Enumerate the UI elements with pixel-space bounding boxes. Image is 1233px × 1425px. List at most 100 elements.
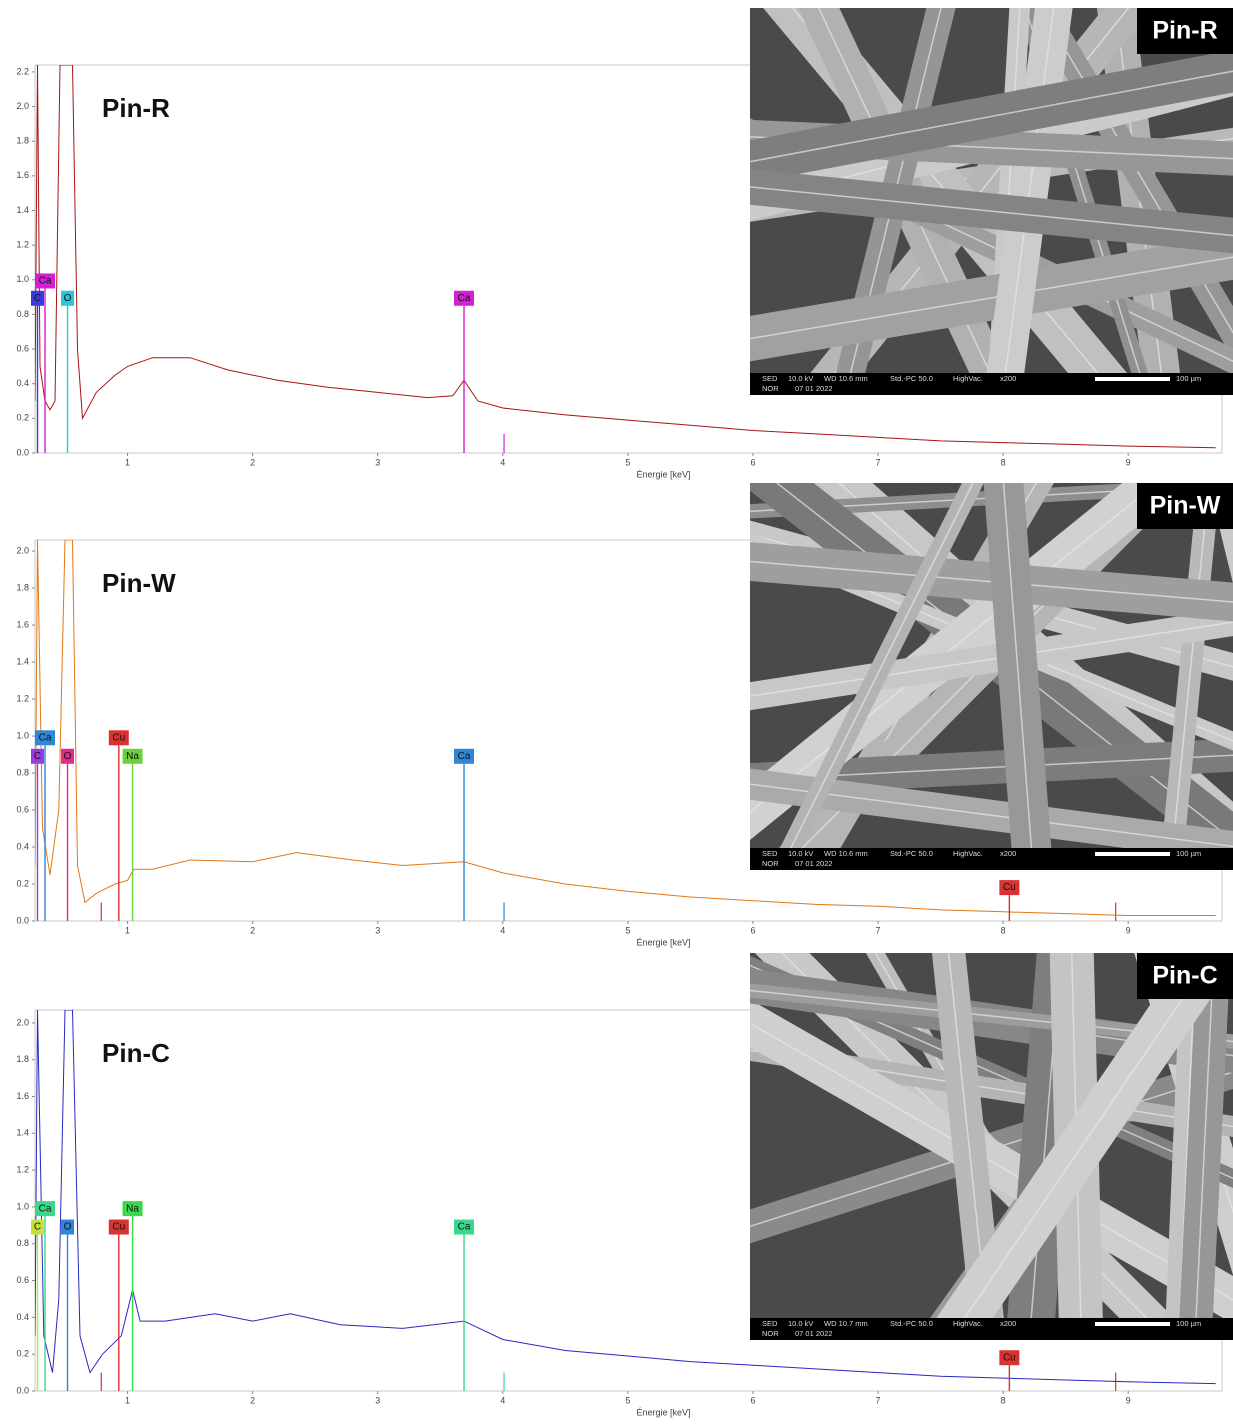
element-label-box <box>31 748 45 764</box>
element-label: O <box>64 751 72 762</box>
spectrum-line <box>35 1010 1216 1385</box>
sem-image: SED 10.0 kV WD 10.7 mm Std.-PC 50.0 HighVac.… <box>750 953 1233 1340</box>
x-tick-label: 9 <box>1126 925 1131 935</box>
sem-info: 10.0 kV <box>788 374 813 383</box>
x-tick-label: 9 <box>1126 1395 1131 1405</box>
y-tick-label: 0.0 <box>16 915 29 925</box>
element-label-box <box>35 730 56 746</box>
element-label: Ca <box>458 751 471 762</box>
sem-info: x200 <box>1000 1319 1016 1328</box>
y-tick-label: 2.0 <box>16 545 29 555</box>
element-label-box <box>35 273 56 289</box>
x-tick-label: 8 <box>1001 1395 1006 1405</box>
y-tick-label: 0.8 <box>16 309 29 319</box>
sem-info: x200 <box>1000 374 1016 383</box>
y-tick-label: 0.2 <box>16 1349 29 1359</box>
sem-info: Std.-PC 50.0 <box>890 849 933 858</box>
x-tick-label: 1 <box>125 457 130 467</box>
sem-info: SED <box>762 849 778 858</box>
x-axis-label: Énergie [keV] <box>636 937 690 947</box>
panel-title: Pin-C <box>102 1038 170 1068</box>
y-tick-label: 1.6 <box>16 619 29 629</box>
plot-content <box>35 540 1216 921</box>
fiber-edge <box>1195 953 1215 1318</box>
element-label: Cu <box>112 1222 125 1233</box>
element-label: Na <box>126 751 139 762</box>
sem-info: 10.0 kV <box>788 1319 813 1328</box>
y-tick-label: 0.6 <box>16 1275 29 1285</box>
fiber-edge <box>1004 8 1055 373</box>
image-label: Pin-C <box>1152 962 1217 990</box>
element-label: Cu <box>112 732 125 743</box>
scale-label: 100 µm <box>1176 1319 1201 1328</box>
y-tick-label: 2.0 <box>16 1017 29 1027</box>
sem-image: SED 10.0 kV WD 10.6 mm Std.-PC 50.0 HighVac.… <box>750 483 1233 870</box>
element-label: C <box>34 293 41 304</box>
sem-info: 10.0 kV <box>788 849 813 858</box>
x-axis-label: Énergie [keV] <box>636 1407 690 1417</box>
element-label: Ca <box>39 1203 52 1214</box>
element-label-box <box>122 1201 143 1217</box>
sem-info: SED <box>762 1319 778 1328</box>
fiber-edge <box>790 483 974 848</box>
sem-image: SED 10.0 kV WD 10.6 mm Std.-PC 50.0 HighVac.… <box>750 8 1233 395</box>
element-label-box <box>31 290 45 306</box>
y-tick-label: 0.4 <box>16 841 29 851</box>
fiber-edge <box>1002 483 1033 848</box>
y-tick-label: 1.8 <box>16 1054 29 1064</box>
panel: 0.0 0.2 0.4 0.6 0.8 1.0 1.2 1.4 1.6 1.8 2.0 1 2 3 4 5 6 7… <box>16 539 1223 947</box>
y-tick-label: 1.4 <box>16 1128 29 1138</box>
sem-info: x200 <box>1000 849 1016 858</box>
x-tick-label: 9 <box>1126 457 1131 467</box>
fiber-edge <box>750 621 1233 697</box>
y-tick-label: 2.2 <box>16 66 29 76</box>
element-label-box <box>31 1219 45 1235</box>
panel-title: Pin-R <box>102 93 170 123</box>
y-tick-label: 1.4 <box>16 656 29 666</box>
element-label-box <box>35 1201 56 1217</box>
image-label-box <box>1137 483 1233 529</box>
sem-fibers <box>750 953 1233 1318</box>
element-label: O <box>64 293 72 304</box>
fiber-edge <box>750 186 1233 237</box>
x-tick-label: 6 <box>750 925 755 935</box>
image-label-box <box>1137 8 1233 54</box>
y-tick-label: 0.2 <box>16 413 29 423</box>
x-tick-label: 6 <box>750 457 755 467</box>
image-label-box <box>1137 953 1233 999</box>
x-tick-label: 5 <box>625 1395 630 1405</box>
panel-title: Pin-W <box>102 568 176 598</box>
fiber-edge <box>1172 483 1210 848</box>
y-tick-label: 1.8 <box>16 136 29 146</box>
element-label-box <box>108 730 129 746</box>
element-label: Na <box>126 1203 139 1214</box>
x-tick-label: 7 <box>876 925 881 935</box>
sem-info: WD 10.7 mm <box>824 1319 868 1328</box>
element-label-box <box>61 290 75 306</box>
x-tick-label: 1 <box>125 1395 130 1405</box>
scale-bar <box>1095 852 1170 856</box>
x-tick-label: 8 <box>1001 457 1006 467</box>
x-tick-label: 3 <box>375 925 380 935</box>
element-label-box <box>454 1219 475 1235</box>
sem-info: NOR <box>762 859 779 868</box>
sem-info: SED <box>762 374 778 383</box>
sem-info: HighVac. <box>953 374 983 383</box>
element-label-box <box>61 1219 75 1235</box>
x-tick-label: 1 <box>125 925 130 935</box>
y-tick-label: 0.6 <box>16 343 29 353</box>
element-label: Ca <box>458 293 471 304</box>
plot-content <box>35 65 1216 453</box>
sem-info: NOR <box>762 1329 779 1338</box>
element-label: C <box>34 751 41 762</box>
image-label: Pin-R <box>1152 17 1217 45</box>
element-label-box <box>108 1219 129 1235</box>
y-tick-label: 1.8 <box>16 582 29 592</box>
sem-info: Std.-PC 50.0 <box>890 374 933 383</box>
y-tick-label: 1.6 <box>16 170 29 180</box>
fiber-edge <box>750 1022 1233 1301</box>
x-tick-label: 2 <box>250 457 255 467</box>
x-tick-label: 7 <box>876 1395 881 1405</box>
panel: 0.0 0.2 0.4 0.6 0.8 1.0 1.2 1.4 1.6 1.8 2.0 1 2 3 4 5 6 7… <box>16 1009 1223 1417</box>
x-tick-label: 4 <box>500 457 505 467</box>
